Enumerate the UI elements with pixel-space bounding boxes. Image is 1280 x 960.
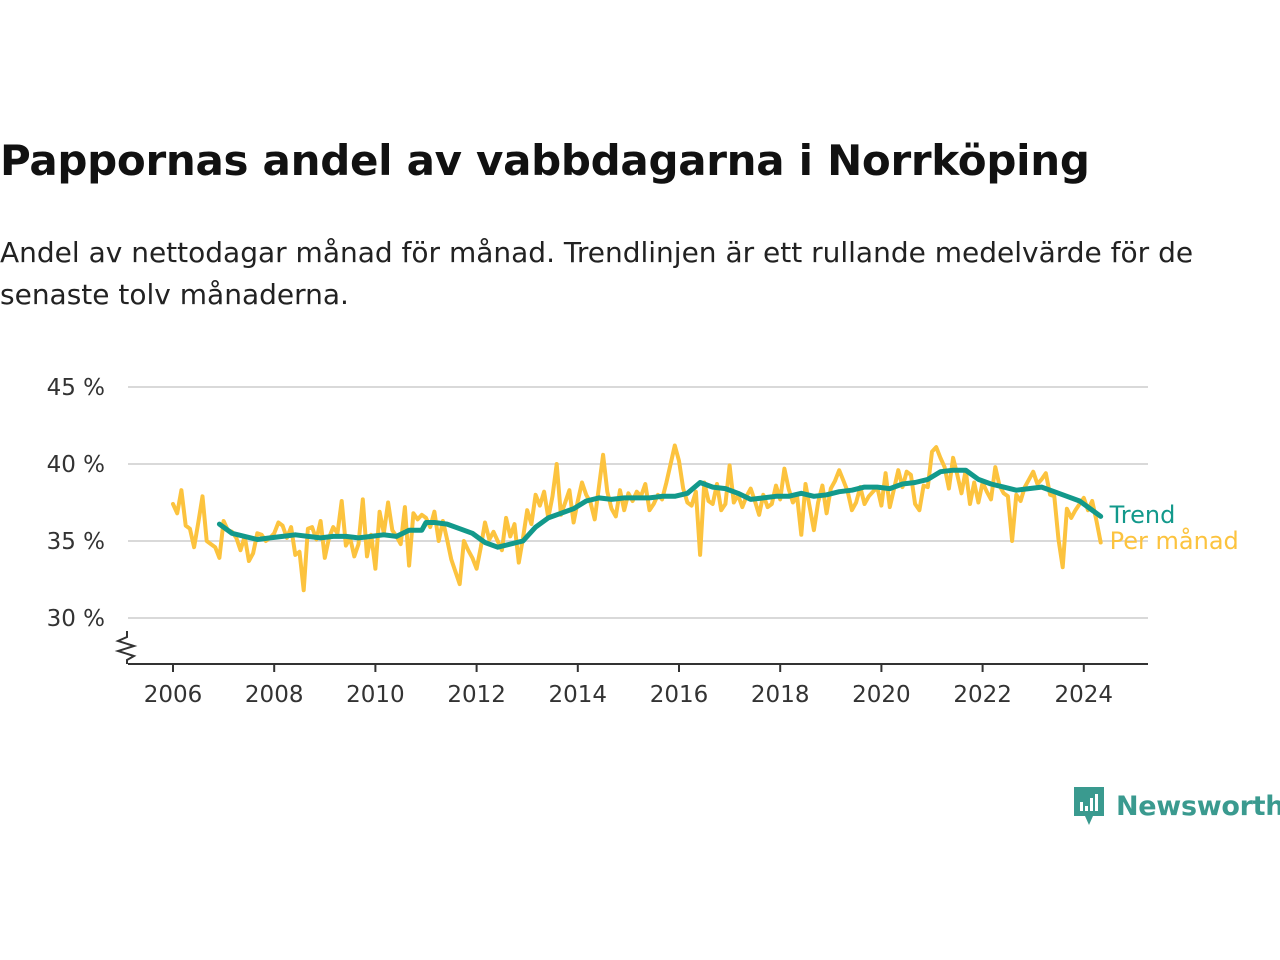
x-axis: 2006 2008 2010 2012 2014 2016 2018 2020 2022 2024	[114, 631, 1148, 708]
series-line-per-manad	[171, 443, 1103, 593]
y-axis-ticks: 30 % 35 % 40 % 45 %	[47, 375, 105, 632]
newsworthy-logo: Newsworthy	[1072, 784, 1280, 828]
x-tick-label: 2008	[245, 682, 304, 708]
x-tick-label: 2016	[650, 682, 709, 708]
series-line-trend	[216, 467, 1104, 550]
x-tick-label: 2020	[852, 682, 911, 708]
x-tick-label: 2006	[144, 682, 203, 708]
gridlines	[128, 386, 1148, 619]
bar-chart-speech-bubble-icon	[1074, 787, 1104, 825]
y-tick-label: 40 %	[47, 452, 105, 478]
series-label-trend: Trend	[1109, 501, 1176, 529]
chart-subtitle: Andel av nettodagar månad för månad. Tre…	[0, 236, 1194, 311]
x-tick-label: 2012	[447, 682, 506, 708]
x-tick-label: 2014	[549, 682, 608, 708]
chart-title: Pappornas andel av vabbdagarna i Norrköp…	[0, 136, 1090, 185]
y-tick-label: 35 %	[47, 529, 105, 555]
brand-name: Newsworthy	[1116, 790, 1280, 822]
y-tick-label: 30 %	[47, 606, 105, 632]
y-tick-label: 45 %	[47, 375, 105, 401]
line-chart: 30 % 35 % 40 % 45 % 2006 2008 2010 2012 2014 201…	[47, 375, 1239, 708]
series-label-per-manad: Per månad	[1110, 526, 1239, 555]
series-lines	[171, 443, 1104, 593]
x-tick-label: 2010	[346, 682, 405, 708]
axis-break-icon	[114, 631, 138, 664]
x-tick-label: 2022	[953, 682, 1012, 708]
x-tick-label: 2018	[751, 682, 810, 708]
x-tick-label: 2024	[1055, 682, 1114, 708]
